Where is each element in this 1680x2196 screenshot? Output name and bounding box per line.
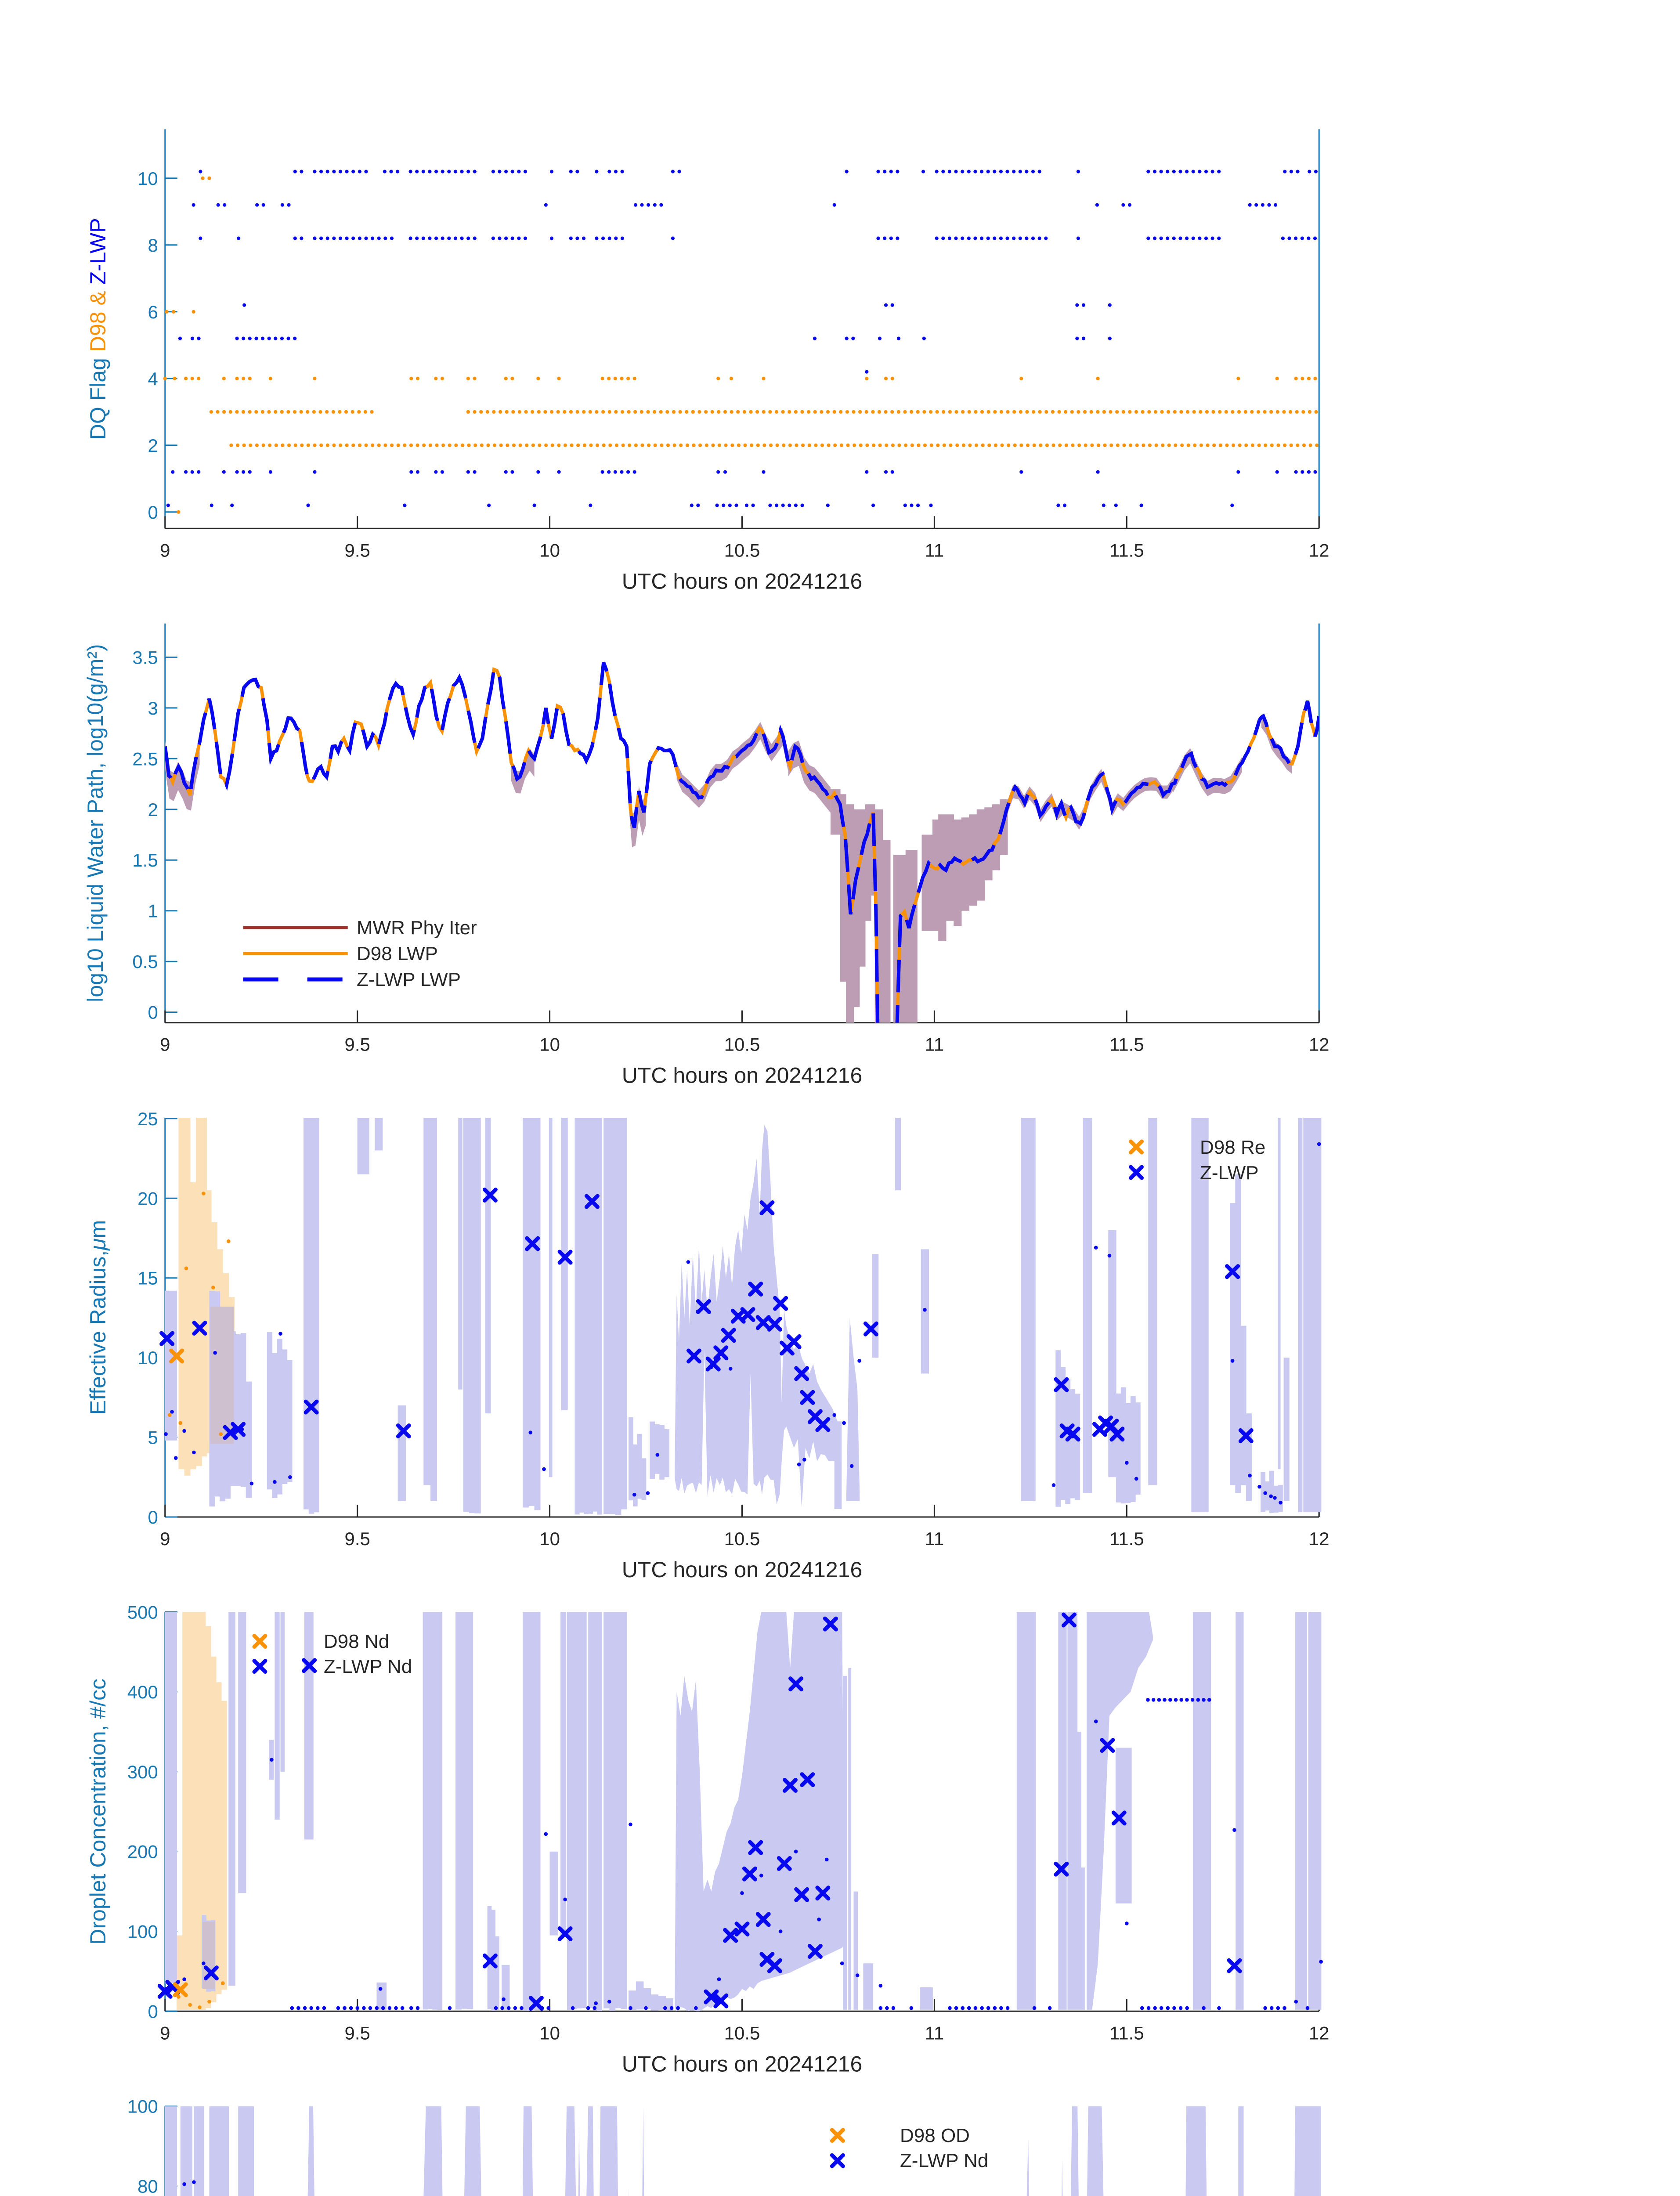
svg-text:11.5: 11.5 <box>1109 540 1144 560</box>
svg-text:1: 1 <box>148 901 158 921</box>
svg-text:D98 LWP: D98 LWP <box>357 943 438 964</box>
svg-text:12: 12 <box>1309 540 1330 560</box>
svg-text:0: 0 <box>148 1002 158 1023</box>
svg-text:100: 100 <box>127 1922 158 1942</box>
svg-text:10.5: 10.5 <box>724 2023 760 2043</box>
svg-text:2.5: 2.5 <box>132 748 158 769</box>
svg-text:11.5: 11.5 <box>1109 2023 1144 2043</box>
svg-text:D98 Nd: D98 Nd <box>324 1631 389 1652</box>
svg-text:UTC hours on 20241216: UTC hours on 20241216 <box>622 569 863 593</box>
svg-text:Z-LWP LWP: Z-LWP LWP <box>357 969 461 990</box>
svg-text:9: 9 <box>160 2023 170 2043</box>
svg-text:9.5: 9.5 <box>345 2023 370 2043</box>
svg-text:10: 10 <box>539 1528 560 1549</box>
svg-text:10: 10 <box>137 168 158 189</box>
svg-text:11: 11 <box>925 2023 944 2043</box>
svg-text:UTC hours on 20241216: UTC hours on 20241216 <box>622 2052 863 2076</box>
svg-text:Droplet Concentration, #/cc: Droplet Concentration, #/cc <box>86 1679 110 1945</box>
svg-text:Effective Radius,μm: Effective Radius,μm <box>86 1220 110 1415</box>
svg-text:Z-LWP Nd: Z-LWP Nd <box>324 1656 412 1677</box>
svg-text:15: 15 <box>137 1268 158 1289</box>
svg-text:10: 10 <box>539 2023 560 2043</box>
svg-text:80: 80 <box>137 2176 158 2196</box>
svg-text:20: 20 <box>137 1188 158 1209</box>
svg-text:9.5: 9.5 <box>345 1528 370 1549</box>
svg-text:3: 3 <box>148 698 158 719</box>
svg-text:25: 25 <box>137 1109 158 1129</box>
svg-text:MWR Phy Iter: MWR Phy Iter <box>357 917 477 939</box>
svg-text:0: 0 <box>148 2001 158 2022</box>
svg-text:300: 300 <box>127 1762 158 1782</box>
svg-text:8: 8 <box>148 235 158 256</box>
svg-text:2: 2 <box>148 435 158 456</box>
svg-text:9: 9 <box>160 1528 170 1549</box>
svg-text:9: 9 <box>160 1034 170 1055</box>
svg-text:9.5: 9.5 <box>345 540 370 560</box>
svg-text:400: 400 <box>127 1682 158 1702</box>
svg-text:500: 500 <box>127 1602 158 1622</box>
svg-text:9: 9 <box>160 540 170 560</box>
svg-text:100: 100 <box>127 2096 158 2117</box>
svg-text:0: 0 <box>148 502 158 523</box>
svg-text:10: 10 <box>539 540 560 560</box>
svg-text:5: 5 <box>148 1427 158 1448</box>
svg-text:UTC hours on 20241216: UTC hours on 20241216 <box>622 1557 863 1582</box>
svg-text:Z-LWP Nd: Z-LWP Nd <box>900 2150 988 2171</box>
svg-text:D98 Re: D98 Re <box>1200 1137 1265 1158</box>
svg-text:4: 4 <box>148 368 158 389</box>
svg-text:12: 12 <box>1309 1034 1330 1055</box>
svg-text:1.5: 1.5 <box>132 850 158 870</box>
svg-text:Z-LWP: Z-LWP <box>1200 1162 1259 1184</box>
svg-text:UTC hours on 20241216: UTC hours on 20241216 <box>622 1063 863 1088</box>
svg-text:DQ Flag D98 & Z-LWP: DQ Flag D98 & Z-LWP <box>86 218 110 440</box>
svg-text:9.5: 9.5 <box>345 1034 370 1055</box>
svg-text:11: 11 <box>925 1528 944 1549</box>
svg-text:3.5: 3.5 <box>132 647 158 668</box>
svg-text:11.5: 11.5 <box>1109 1528 1144 1549</box>
svg-text:10.5: 10.5 <box>724 1528 760 1549</box>
svg-text:11: 11 <box>925 1034 944 1055</box>
svg-text:12: 12 <box>1309 2023 1330 2043</box>
svg-text:0.5: 0.5 <box>132 951 158 972</box>
svg-text:log10 Liquid Water Path, log10: log10 Liquid Water Path, log10(g/m²) <box>83 644 108 1002</box>
svg-text:10: 10 <box>539 1034 560 1055</box>
svg-text:11.5: 11.5 <box>1109 1034 1144 1055</box>
svg-text:10: 10 <box>137 1347 158 1368</box>
svg-text:6: 6 <box>148 302 158 322</box>
svg-text:10.5: 10.5 <box>724 1034 760 1055</box>
svg-text:10.5: 10.5 <box>724 540 760 560</box>
svg-text:11: 11 <box>925 540 944 560</box>
svg-text:0: 0 <box>148 1507 158 1528</box>
svg-text:D98 OD: D98 OD <box>900 2125 970 2146</box>
svg-text:2: 2 <box>148 799 158 820</box>
svg-text:200: 200 <box>127 1842 158 1862</box>
svg-text:12: 12 <box>1309 1528 1330 1549</box>
